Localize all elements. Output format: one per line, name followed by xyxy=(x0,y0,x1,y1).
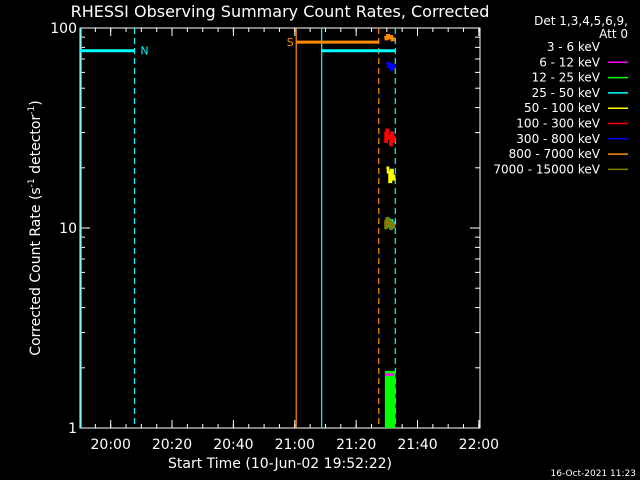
x-tick-label: 21:20 xyxy=(336,437,376,453)
y-tick-label: 100 xyxy=(50,21,77,37)
x-tick-label: 21:00 xyxy=(275,437,315,453)
legend-label: 12 - 25 keV xyxy=(532,71,601,85)
flag-bars: NS xyxy=(80,36,396,58)
flag-label: S xyxy=(287,36,294,49)
y-tick-label: 10 xyxy=(59,221,77,237)
series-line xyxy=(384,33,395,42)
legend-label: 300 - 800 keV xyxy=(516,132,600,146)
x-tick-label: 20:40 xyxy=(213,437,253,453)
legend-label: 100 - 300 keV xyxy=(516,117,600,131)
series-line xyxy=(386,61,396,71)
legend-label: 800 - 7000 keV xyxy=(509,147,601,161)
detector-header: Det 1,3,4,5,6,9, xyxy=(534,14,628,28)
series-line xyxy=(384,128,396,147)
attenuator-header: Att 0 xyxy=(599,27,628,41)
legend-label: 7000 - 15000 keV xyxy=(493,162,600,176)
y-label-sup-1: -1 xyxy=(27,178,37,187)
y-label-main: Corrected Count Rate (s xyxy=(28,187,44,355)
y-label-sup-2: -1 xyxy=(27,106,37,115)
series-line xyxy=(384,216,396,231)
chart-title: RHESSI Observing Summary Count Rates, Co… xyxy=(71,2,490,21)
legend-label: 50 - 100 keV xyxy=(524,101,601,115)
green-block xyxy=(384,372,396,428)
y-axis-label: Corrected Count Rate (s-1 detector-1) xyxy=(27,100,44,355)
legend-label: 3 - 6 keV xyxy=(547,40,601,54)
y-label-mid: detector xyxy=(28,115,44,179)
x-tick-label: 20:20 xyxy=(152,437,192,453)
series-line xyxy=(386,166,396,184)
flag-label: N xyxy=(140,45,148,58)
y-tick-label: 1 xyxy=(68,421,77,437)
y-ticks: 1 10 100 xyxy=(50,21,480,437)
reference-lines xyxy=(80,28,396,428)
y-label-end: ) xyxy=(28,100,44,105)
x-tick-label: 22:00 xyxy=(459,437,499,453)
x-tick-label: 20:00 xyxy=(91,437,131,453)
x-tick-label: 21:40 xyxy=(397,437,437,453)
legend-label: 6 - 12 keV xyxy=(539,55,601,69)
legend-label: 25 - 50 keV xyxy=(532,86,601,100)
x-axis-label: Start Time (10-Jun-02 19:52:22) xyxy=(168,456,392,472)
x-ticks: 20:00 20:20 20:40 21:00 21:20 21:40 22:00 xyxy=(91,28,499,453)
data-series xyxy=(384,33,396,428)
footer-date: 16-Oct-2021 11:23 xyxy=(551,469,636,479)
